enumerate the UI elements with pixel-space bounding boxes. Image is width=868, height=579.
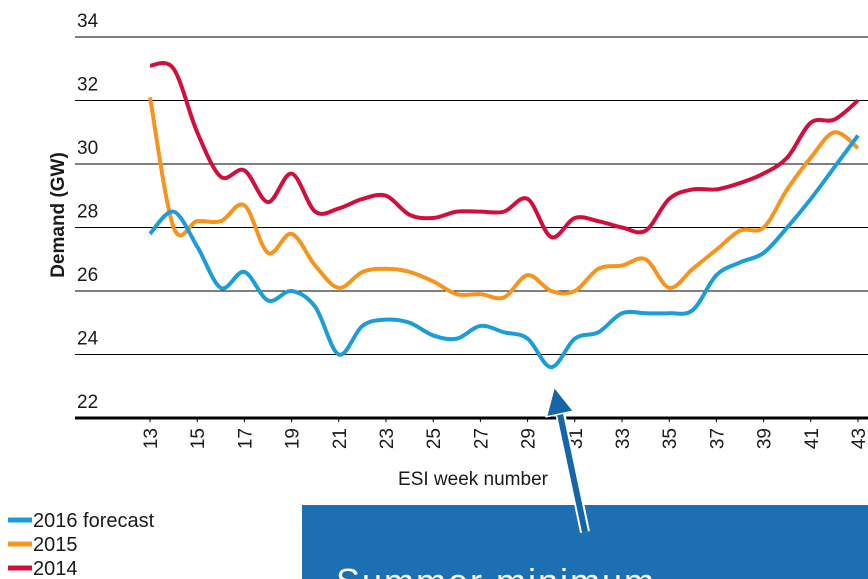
y-tick-label: 22 [77, 392, 98, 413]
y-tick-label: 34 [77, 11, 99, 32]
x-tick-label: 21 [330, 428, 351, 449]
x-tick-label: 41 [802, 428, 823, 449]
y-tick-label: 28 [77, 202, 98, 223]
x-tick-label: 43 [849, 428, 868, 449]
x-axis-label: ESI week number [398, 469, 549, 490]
legend-label: 2014 [33, 558, 78, 579]
x-tick-label: 33 [613, 428, 634, 449]
x-tick-label: 27 [471, 428, 492, 449]
series-line [149, 61, 860, 240]
x-tick-label: 25 [424, 428, 445, 449]
x-tick-label: 35 [660, 428, 681, 449]
x-tick-label: 15 [188, 428, 209, 449]
y-tick-label: 24 [77, 329, 99, 350]
y-tick-label: 26 [77, 265, 98, 286]
x-tick-label: 13 [141, 428, 162, 449]
y-tick-label: 32 [77, 75, 98, 96]
x-tick-label: 23 [377, 428, 398, 449]
y-axis-label: Demand (GW) [48, 152, 69, 278]
legend-label: 2015 [33, 534, 78, 556]
y-tick-label: 30 [77, 138, 98, 159]
x-tick-label: 19 [283, 428, 304, 449]
legend-label: 2016 forecast [33, 510, 155, 532]
x-tick-label: 17 [235, 428, 256, 449]
x-tick-label: 37 [707, 428, 728, 449]
arrow [557, 400, 588, 533]
x-tick-label: 29 [519, 428, 540, 449]
series-line [148, 134, 860, 370]
x-tick-label: 39 [755, 428, 776, 449]
series-line [148, 96, 860, 301]
annotation-text: Summer minimum [336, 561, 656, 579]
